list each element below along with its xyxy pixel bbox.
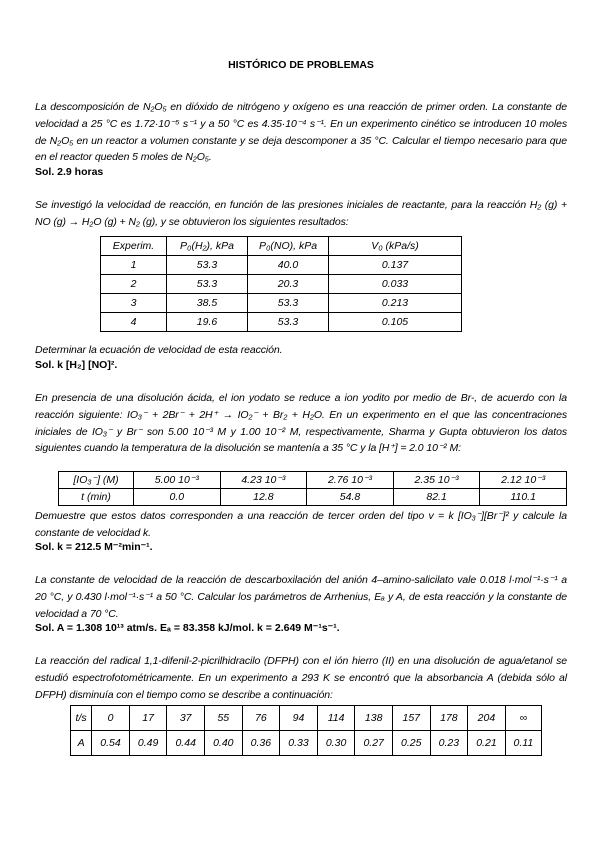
table-cell: 110.1 [479,488,567,506]
table-cell: 38.5 [166,293,248,313]
table-cell: 4 [100,312,167,332]
table-cell: 0 [91,705,130,731]
table-cell: 178 [429,705,469,731]
table-cell: 76 [241,705,281,731]
table-row: 3 38.5 53.3 0.213 [100,293,462,313]
problem-2-text: Se investigó la velocidad de reacción, e… [35,199,567,228]
page-title: HISTÓRICO DE PROBLEMAS [228,59,374,71]
table-cell: A [69,730,93,756]
table-cell: 0.23 [429,730,469,756]
table-cell: 55 [203,705,243,731]
table-header-row: Experim. P₀(H₂), kPa P₀(NO), kPa V₀ (kPa… [100,236,462,256]
table-cell: 53.3 [166,255,248,275]
problem-2-question: Determinar la ecuación de velocidad de e… [35,344,283,356]
table-cell: 5.00 10⁻³ [133,471,221,489]
table-cell: 1 [100,255,167,275]
table-header: Experim. [100,236,167,256]
table-cell: 20.3 [247,274,329,294]
table-cell: 53.3 [247,312,329,332]
table-cell: 0.27 [354,730,393,756]
table-cell: 0.49 [128,730,168,756]
table-cell: 40.0 [247,255,329,275]
table-cell: 19.6 [166,312,248,332]
problem-1-text: La descomposición de N₂O₅ en dióxido de … [35,101,567,164]
table-row: 4 19.6 53.3 0.105 [100,312,462,332]
table-row: 1 53.3 40.0 0.137 [100,255,462,275]
table-row: t (min) 0.0 12.8 54.8 82.1 110.1 [58,488,567,506]
table-row: t/s 0 17 37 55 76 94 114 138 157 178 204 ∞ [69,705,543,731]
table-cell: 17 [128,705,168,731]
table-cell: 0.40 [203,730,243,756]
table-cell: 204 [467,705,506,731]
problem-3-question: Demuestre que estos datos corresponden a… [35,510,567,539]
table-cell: 0.137 [328,255,462,275]
table-row: [IO₃⁻] (M) 5.00 10⁻³ 4.23 10⁻³ 2.76 10⁻³ 2.3… [58,471,567,489]
table-cell: 53.3 [166,274,248,294]
problem-4-text: La constante de velocidad de la reacción… [35,574,567,620]
table-cell: [IO₃⁻] (M) [58,471,134,489]
table-cell: 82.1 [392,488,481,506]
problem-2-table: Experim. P₀(H₂), kPa P₀(NO), kPa V₀ (kPa… [100,236,462,332]
table-cell: 0.25 [391,730,431,756]
table-cell: 0.36 [241,730,281,756]
table-cell: 2.12 10⁻³ [479,471,567,489]
problem-3-table: [IO₃⁻] (M) 5.00 10⁻³ 4.23 10⁻³ 2.76 10⁻³ 2.3… [58,471,567,506]
table-cell: 4.23 10⁻³ [219,471,308,489]
table-cell: 94 [279,705,318,731]
table-cell: t/s [69,705,93,731]
table-cell: 53.3 [247,293,329,313]
problem-4-solution: Sol. A = 1.308 10¹³ atm/s. Eₐ = 83.358 k… [35,622,340,634]
table-header: P₀(NO), kPa [247,236,329,256]
problem-5-text: La reacción del radical 1,1-difenil-2-pi… [35,655,567,701]
problem-1-solution: Sol. 2.9 horas [35,166,104,178]
table-cell: 0.11 [504,730,543,756]
problem-2-solution: Sol. k [H₂] [NO]². [35,359,118,371]
table-cell: 12.8 [219,488,308,506]
table-cell: 37 [166,705,205,731]
table-row: A 0.54 0.49 0.44 0.40 0.36 0.33 0.30 0.27 0.25 0.2… [69,730,543,756]
table-cell: ∞ [504,705,543,731]
table-cell: 0.54 [91,730,130,756]
table-cell: 114 [316,705,356,731]
table-cell: 0.213 [328,293,462,313]
table-header: P₀(H₂), kPa [166,236,248,256]
problem-5-table: t/s 0 17 37 55 76 94 114 138 157 178 204 ∞ A 0.54 0.49… [69,705,543,756]
table-cell: 0.21 [467,730,506,756]
table-cell: 2 [100,274,167,294]
table-cell: 0.105 [328,312,462,332]
table-cell: t (min) [58,488,134,506]
table-row: 2 53.3 20.3 0.033 [100,274,462,294]
table-cell: 138 [354,705,393,731]
table-cell: 54.8 [306,488,394,506]
table-cell: 0.30 [316,730,356,756]
table-cell: 2.76 10⁻³ [306,471,394,489]
problem-3-text: En presencia de una disolución ácida, el… [35,392,567,455]
table-cell: 0.44 [166,730,205,756]
problem-3-solution: Sol. k = 212.5 M⁻²min⁻¹. [35,541,153,553]
table-cell: 3 [100,293,167,313]
table-cell: 0.033 [328,274,462,294]
table-cell: 2.35 10⁻³ [392,471,481,489]
table-cell: 157 [391,705,431,731]
table-header: V₀ (kPa/s) [328,236,462,256]
table-cell: 0.33 [279,730,318,756]
table-cell: 0.0 [133,488,221,506]
